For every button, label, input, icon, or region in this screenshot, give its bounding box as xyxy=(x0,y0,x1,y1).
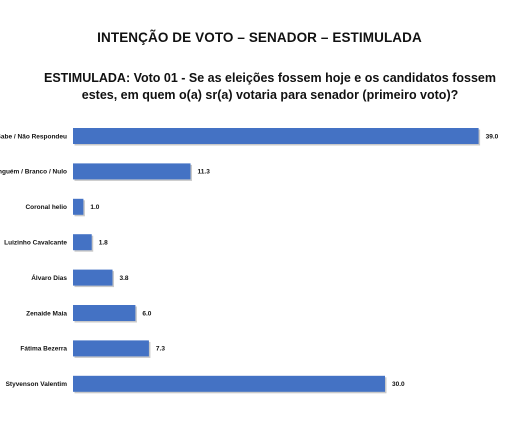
value-label: 30.0 xyxy=(392,381,405,388)
category-label: Álvaro Dias xyxy=(31,273,67,282)
category-label: Não Sabe / Não Respondeu xyxy=(0,133,67,140)
category-label: Luizinho Cavalcante xyxy=(4,240,67,247)
value-label: 11.3 xyxy=(198,169,211,176)
category-label: Coronal helio xyxy=(25,204,67,211)
question-line-2: estes, em quem o(a) sr(a) votaria para s… xyxy=(81,88,459,102)
page-title: INTENÇÃO DE VOTO – SENADOR – ESTIMULADA xyxy=(97,30,422,45)
category-label: Fátima Bezerra xyxy=(20,346,67,353)
category-label: Zenaide Maia xyxy=(26,310,67,317)
bar xyxy=(73,269,113,286)
value-label: 3.8 xyxy=(120,275,129,282)
category-label: Ninguém / Branco / Nulo xyxy=(0,169,67,176)
bar xyxy=(73,305,136,321)
value-label: 1.0 xyxy=(90,204,99,211)
bar xyxy=(73,163,191,180)
value-label: 6.0 xyxy=(142,310,151,317)
value-label: 1.8 xyxy=(99,240,108,247)
bar xyxy=(73,375,385,392)
bar xyxy=(73,198,84,215)
category-label: Styvenson Valentim xyxy=(6,381,68,388)
value-label: 7.3 xyxy=(156,346,165,353)
question-line-1: ESTIMULADA: Voto 01 - Se as eleições fos… xyxy=(44,71,496,85)
bar xyxy=(73,340,149,357)
bar xyxy=(73,128,479,144)
question-text: ESTIMULADA: Voto 01 - Se as eleições fos… xyxy=(20,70,519,104)
bar xyxy=(73,234,92,251)
value-label: 39.0 xyxy=(486,133,499,140)
